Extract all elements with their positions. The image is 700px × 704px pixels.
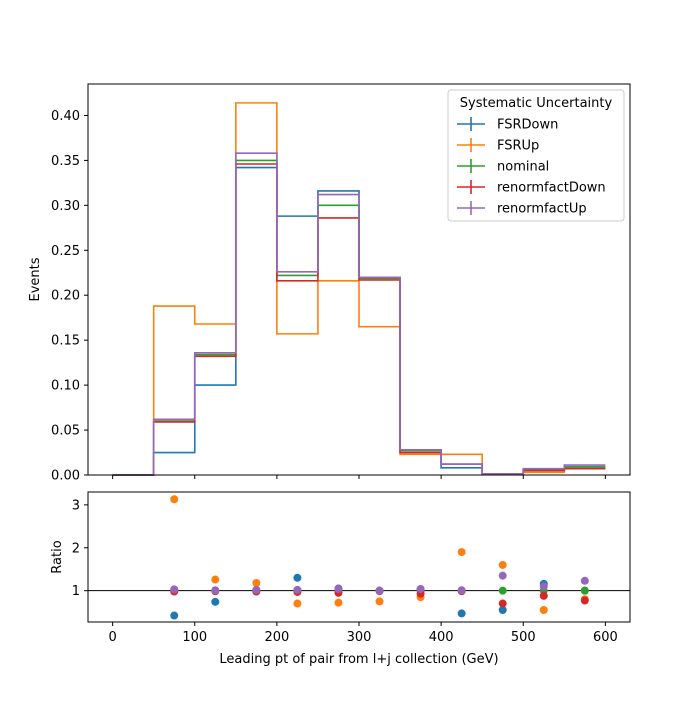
ratio-point-renormfactUp	[580, 576, 589, 585]
ratio-point-renormfactUp	[170, 585, 179, 594]
histogram-y-tick-label: 0.00	[51, 469, 80, 484]
ratio-panel: 0 100 200 300 400 500 600 1 2 3 Ratio Leading pt…	[50, 491, 631, 667]
ratio-point-FSRUp	[457, 548, 466, 557]
ratio-point-FSRUp	[170, 495, 179, 504]
legend-item-nominal: nominal	[457, 159, 549, 175]
ratio-point-renormfactDown	[580, 596, 589, 605]
histogram-panel: 0.00 0.05 0.10 0.15 0.20 0.25 0.30 0.35 0.40 Eve…	[28, 83, 631, 484]
ratio-x-tick-label: 200	[264, 630, 289, 645]
histogram-y-tick-label: 0.25	[51, 244, 80, 259]
ratio-x-tick-label: 600	[593, 630, 618, 645]
histogram-y-tick-label: 0.35	[51, 154, 80, 169]
legend-items: FSRDown FSRUp nominal renormfactDown renormf…	[457, 117, 606, 217]
histogram-series-group	[112, 102, 606, 476]
legend-label-FSRDown: FSRDown	[497, 118, 558, 133]
ratio-point-FSRDown	[293, 573, 302, 582]
ratio-x-tick-label: 100	[182, 630, 207, 645]
ratio-point-FSRDown	[457, 609, 466, 618]
histogram-y-tick-label: 0.40	[51, 109, 80, 124]
ratio-point-FSRDown	[211, 597, 220, 606]
legend-label-nominal: nominal	[497, 160, 549, 175]
legend-item-renormfactUp: renormfactUp	[457, 201, 587, 217]
ratio-y-ticks: 1 2 3	[72, 498, 88, 599]
ratio-y-axis-label: Ratio	[50, 540, 65, 573]
ratio-x-tick-label: 500	[511, 630, 536, 645]
legend-item-FSRUp: FSRUp	[457, 138, 539, 154]
ratio-point-FSRUp	[375, 597, 384, 606]
legend-item-FSRDown: FSRDown	[457, 117, 558, 133]
legend-title: Systematic Uncertainty	[460, 96, 613, 111]
ratio-point-FSRUp	[334, 598, 343, 607]
legend-label-FSRUp: FSRUp	[497, 139, 539, 154]
ratio-point-FSRUp	[293, 599, 302, 608]
ratio-point-FSRUp	[498, 560, 507, 569]
histogram-x-ticks	[112, 475, 606, 479]
ratio-point-FSRDown	[498, 605, 507, 614]
ratio-point-FSRUp	[211, 575, 220, 584]
histogram-y-tick-label: 0.15	[51, 334, 80, 349]
ratio-points-group	[170, 495, 589, 620]
ratio-x-tick-label: 400	[429, 630, 454, 645]
histogram-y-tick-label: 0.10	[51, 379, 80, 394]
ratio-x-ticks: 0 100 200 300 400 500 600	[108, 622, 618, 645]
ratio-point-renormfactDown	[539, 591, 548, 600]
ratio-point-renormfactUp	[334, 584, 343, 593]
legend-label-renormfactUp: renormfactUp	[497, 202, 587, 217]
ratio-point-FSRDown	[170, 611, 179, 620]
ratio-y-tick-label: 3	[72, 498, 80, 513]
ratio-point-renormfactUp	[539, 582, 548, 591]
histogram-y-axis-label: Events	[28, 257, 43, 301]
histogram-y-ticks: 0.00 0.05 0.10 0.15 0.20 0.25 0.30 0.35 0.40	[51, 109, 88, 484]
histogram-y-tick-label: 0.05	[51, 424, 80, 439]
ratio-point-nominal	[498, 586, 507, 595]
ratio-plot-area	[88, 492, 630, 622]
histogram-line-renormfactUp	[112, 152, 606, 476]
ratio-point-renormfactUp	[375, 586, 384, 595]
ratio-y-tick-label: 1	[72, 584, 80, 599]
legend-box	[447, 89, 625, 222]
ratio-point-renormfactUp	[457, 586, 466, 595]
ratio-point-FSRUp	[539, 605, 548, 614]
legend: Systematic Uncertainty FSRDown FSRUp nomin…	[447, 89, 625, 222]
ratio-point-FSRUp	[252, 578, 261, 587]
ratio-x-tick-label: 0	[108, 630, 116, 645]
ratio-point-renormfactUp	[211, 586, 220, 595]
ratio-point-renormfactUp	[252, 585, 261, 594]
ratio-y-tick-label: 2	[72, 541, 80, 556]
ratio-point-renormfactUp	[293, 585, 302, 594]
x-axis-label: Leading pt of pair from l+j collection (…	[219, 652, 498, 667]
legend-label-renormfactDown: renormfactDown	[497, 181, 606, 196]
ratio-point-nominal	[580, 586, 589, 595]
ratio-x-tick-label: 300	[347, 630, 372, 645]
legend-item-renormfactDown: renormfactDown	[457, 180, 606, 196]
ratio-point-renormfactDown	[498, 599, 507, 608]
histogram-y-tick-label: 0.20	[51, 289, 80, 304]
histogram-y-tick-label: 0.30	[51, 199, 80, 214]
ratio-point-renormfactUp	[498, 571, 507, 580]
ratio-point-renormfactUp	[416, 584, 425, 593]
